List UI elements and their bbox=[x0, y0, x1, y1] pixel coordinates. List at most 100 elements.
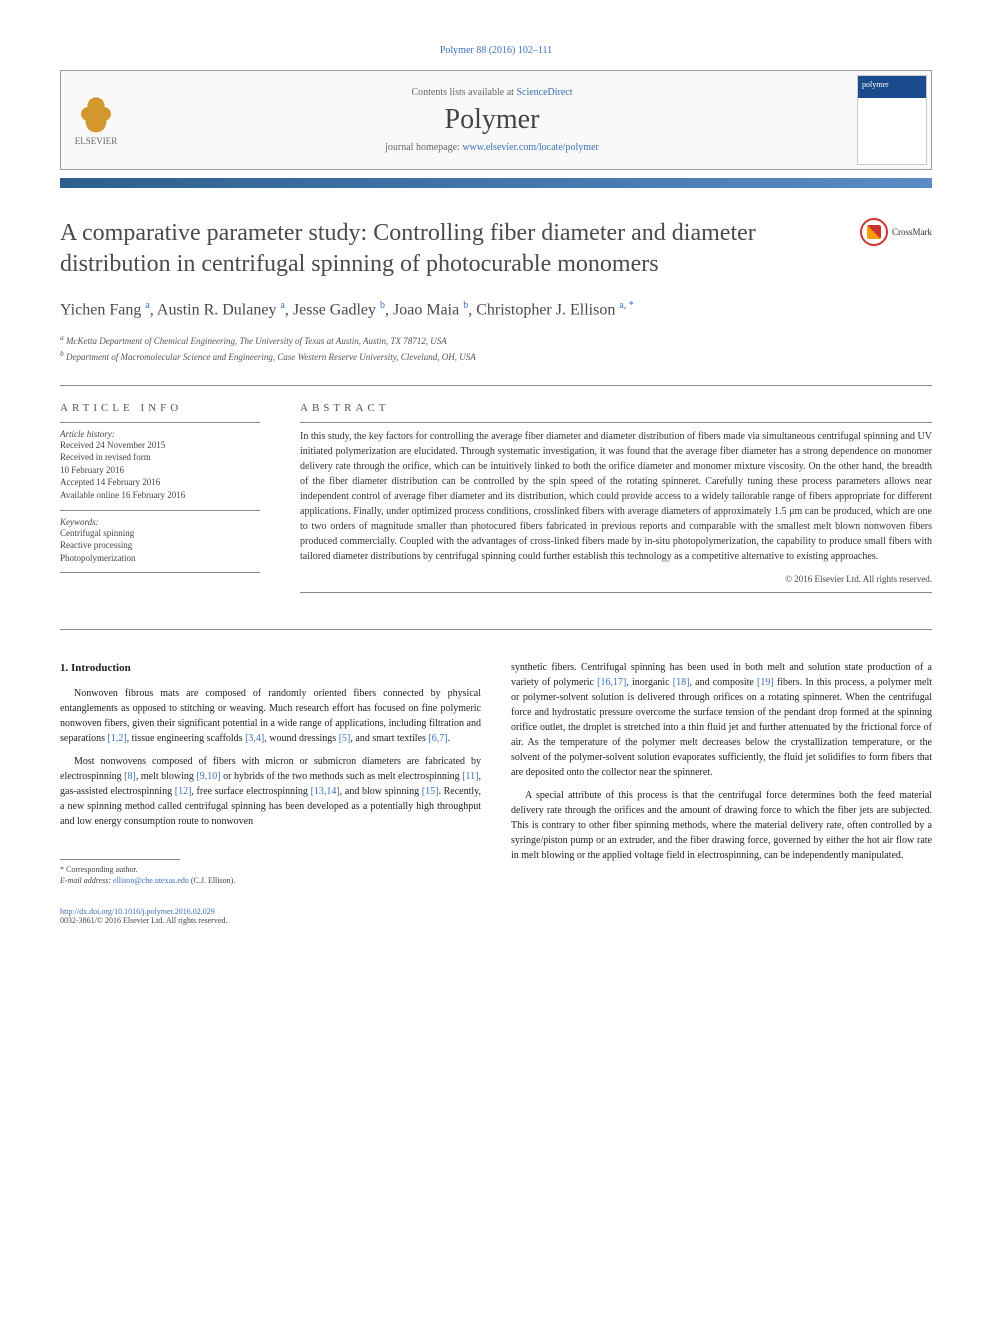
contents-prefix: Contents lists available at bbox=[411, 87, 516, 98]
divider bbox=[60, 385, 932, 386]
info-divider bbox=[60, 510, 260, 511]
title-row: A comparative parameter study: Controlli… bbox=[60, 218, 932, 280]
ref-link[interactable]: [5] bbox=[339, 733, 351, 744]
affiliation: a McKetta Department of Chemical Enginee… bbox=[60, 332, 932, 349]
author-sup: b bbox=[380, 300, 385, 311]
body-text: , and blow spinning bbox=[340, 786, 422, 797]
keyword-item: Reactive processing bbox=[60, 539, 260, 552]
body-text: , inorganic bbox=[626, 677, 672, 688]
header-center: Contents lists available at ScienceDirec… bbox=[131, 77, 853, 163]
abstract-column: ABSTRACT In this study, the key factors … bbox=[300, 402, 932, 599]
keyword-item: Photopolymerization bbox=[60, 552, 260, 565]
body-text: , and composite bbox=[689, 677, 757, 688]
email-link[interactable]: ellison@che.utexas.edu bbox=[113, 876, 189, 885]
abstract-heading: ABSTRACT bbox=[300, 402, 932, 414]
keywords-label: Keywords: bbox=[60, 517, 260, 527]
author-sup: a bbox=[280, 300, 284, 311]
info-divider bbox=[300, 592, 932, 593]
body-text: , tissue engineering scaffolds bbox=[127, 733, 245, 744]
gradient-bar bbox=[60, 178, 932, 188]
email-suffix: (C.J. Ellison). bbox=[189, 876, 235, 885]
homepage-line: journal homepage: www.elsevier.com/locat… bbox=[141, 142, 843, 153]
ref-link[interactable]: [9,10] bbox=[196, 771, 220, 782]
abstract-text: In this study, the key factors for contr… bbox=[300, 429, 932, 564]
issn-line: 0032-3861/© 2016 Elsevier Ltd. All right… bbox=[60, 916, 227, 925]
author-link[interactable]: Jesse Gadley bbox=[293, 302, 376, 319]
body-text: fibers. In this process, a polymer melt … bbox=[511, 677, 932, 778]
keyword-item: Centrifugal spinning bbox=[60, 527, 260, 540]
ref-link[interactable]: [18] bbox=[673, 677, 690, 688]
history-item: Received in revised form bbox=[60, 451, 260, 464]
body-column-right: synthetic fibers. Centrifugal spinning h… bbox=[511, 660, 932, 887]
journal-cover-thumbnail[interactable]: polymer bbox=[857, 75, 927, 165]
info-divider bbox=[60, 422, 260, 423]
author-link[interactable]: Austin R. Dulaney bbox=[157, 302, 277, 319]
body-text: , melt blowing bbox=[136, 771, 197, 782]
body-paragraph: A special attribute of this process is t… bbox=[511, 788, 932, 863]
ref-link[interactable]: [12] bbox=[175, 786, 192, 797]
affiliation-text: McKetta Department of Chemical Engineeri… bbox=[66, 336, 447, 346]
authors-line: Yichen Fang a, Austin R. Dulaney a, Jess… bbox=[60, 300, 932, 319]
ref-link[interactable]: [8] bbox=[124, 771, 136, 782]
ref-link[interactable]: [16,17] bbox=[597, 677, 626, 688]
info-divider bbox=[300, 422, 932, 423]
body-paragraph: Most nonwovens composed of fibers with m… bbox=[60, 754, 481, 829]
citation-link[interactable]: Polymer 88 (2016) 102–111 bbox=[440, 45, 552, 56]
author-sup: a, * bbox=[619, 300, 633, 311]
elsevier-tree-icon bbox=[76, 94, 116, 134]
section-heading: 1. Introduction bbox=[60, 660, 481, 677]
author-sup: a bbox=[145, 300, 149, 311]
ref-link[interactable]: [13,14] bbox=[311, 786, 340, 797]
footnote-divider bbox=[60, 859, 180, 860]
author-sup: b bbox=[463, 300, 468, 311]
sciencedirect-link[interactable]: ScienceDirect bbox=[516, 87, 572, 98]
info-abstract-row: ARTICLE INFO Article history: Received 2… bbox=[60, 402, 932, 599]
homepage-link[interactable]: www.elsevier.com/locate/polymer bbox=[462, 142, 599, 153]
email-footnote: E-mail address: ellison@che.utexas.edu (… bbox=[60, 875, 481, 886]
journal-name: Polymer bbox=[141, 104, 843, 136]
history-item: 10 February 2016 bbox=[60, 464, 260, 477]
corresponding-author-note: * Corresponding author. bbox=[60, 864, 481, 875]
divider bbox=[60, 629, 932, 630]
history-item: Available online 16 February 2016 bbox=[60, 489, 260, 502]
crossmark-icon bbox=[860, 218, 888, 246]
email-label: E-mail address: bbox=[60, 876, 113, 885]
ref-link[interactable]: [1,2] bbox=[108, 733, 127, 744]
body-text: or hybrids of the two methods such as me… bbox=[221, 771, 463, 782]
crossmark-badge[interactable]: CrossMark bbox=[860, 218, 932, 246]
author-link[interactable]: Yichen Fang bbox=[60, 302, 141, 319]
page-container: Polymer 88 (2016) 102–111 ELSEVIER Conte… bbox=[0, 0, 992, 965]
body-text: . bbox=[448, 733, 451, 744]
body-columns: 1. Introduction Nonwoven fibrous mats ar… bbox=[60, 660, 932, 887]
ref-link[interactable]: [15] bbox=[422, 786, 439, 797]
abstract-copyright: © 2016 Elsevier Ltd. All rights reserved… bbox=[300, 574, 932, 584]
elsevier-logo-text: ELSEVIER bbox=[75, 136, 118, 146]
affiliation-sup: b bbox=[60, 349, 64, 358]
article-title: A comparative parameter study: Controlli… bbox=[60, 218, 840, 280]
journal-cover-text: polymer bbox=[862, 80, 889, 89]
info-divider bbox=[60, 572, 260, 573]
citation-bar: Polymer 88 (2016) 102–111 bbox=[60, 40, 932, 58]
article-info-heading: ARTICLE INFO bbox=[60, 402, 260, 414]
history-item: Accepted 14 February 2016 bbox=[60, 476, 260, 489]
body-text: , wound dressings bbox=[264, 733, 338, 744]
history-item: Received 24 November 2015 bbox=[60, 439, 260, 452]
contents-line: Contents lists available at ScienceDirec… bbox=[141, 87, 843, 98]
affiliation: b Department of Macromolecular Science a… bbox=[60, 348, 932, 365]
body-paragraph: Nonwoven fibrous mats are composed of ra… bbox=[60, 686, 481, 746]
footer: http://dx.doi.org/10.1016/j.polymer.2016… bbox=[60, 907, 932, 925]
author-link[interactable]: Joao Maia bbox=[393, 302, 459, 319]
affiliations: a McKetta Department of Chemical Enginee… bbox=[60, 332, 932, 365]
ref-link[interactable]: [6,7] bbox=[428, 733, 447, 744]
elsevier-logo[interactable]: ELSEVIER bbox=[61, 80, 131, 160]
ref-link[interactable]: [3,4] bbox=[245, 733, 264, 744]
affiliation-text: Department of Macromolecular Science and… bbox=[66, 352, 476, 362]
author-link[interactable]: Christopher J. Ellison bbox=[476, 302, 615, 319]
affiliation-sup: a bbox=[60, 333, 64, 342]
body-text: , free surface electrospinning bbox=[191, 786, 310, 797]
crossmark-label: CrossMark bbox=[892, 227, 932, 237]
doi-link[interactable]: http://dx.doi.org/10.1016/j.polymer.2016… bbox=[60, 907, 215, 916]
ref-link[interactable]: [19] bbox=[757, 677, 774, 688]
homepage-prefix: journal homepage: bbox=[385, 142, 462, 153]
ref-link[interactable]: [11] bbox=[462, 771, 478, 782]
